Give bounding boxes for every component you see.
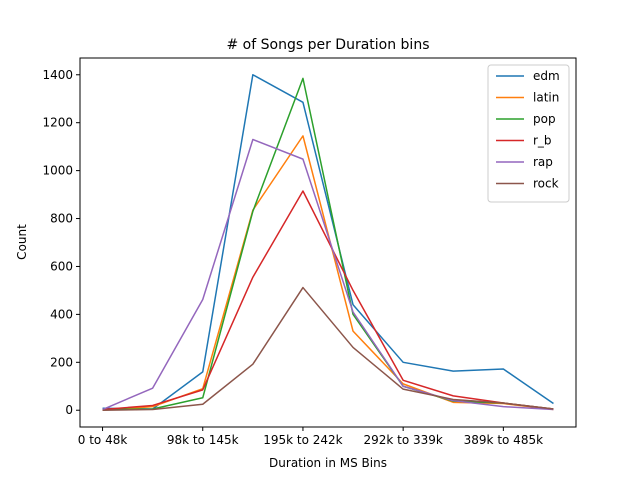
series-line-r_b — [102, 190, 554, 411]
legend-label-latin: latin — [533, 91, 559, 105]
x-tick-label: 98k to 145k — [167, 433, 239, 447]
series-line-rap — [102, 138, 554, 411]
y-tick-label: 200 — [50, 355, 73, 369]
legend-label-pop: pop — [533, 112, 556, 126]
y-tick-label: 1000 — [42, 164, 73, 178]
plot-area — [102, 74, 554, 411]
legend-label-edm: edm — [533, 69, 560, 83]
chart-title: # of Songs per Duration bins — [227, 37, 430, 53]
x-tick-label: 0 to 48k — [78, 433, 128, 447]
x-axis: 0 to 48k 98k to 145k 195k to 242k 292k to 3… — [78, 427, 543, 447]
y-tick-label: 600 — [50, 259, 73, 273]
legend-label-r_b: r_b — [533, 134, 552, 148]
x-tick-label: 389k to 485k — [464, 433, 543, 447]
y-tick-label: 800 — [50, 212, 73, 226]
y-tick-label: 1200 — [42, 116, 73, 130]
series-line-edm — [102, 74, 554, 410]
y-axis-label: Count — [15, 224, 29, 260]
y-axis: 0 200 400 600 800 1000 1200 1400 — [42, 68, 80, 417]
legend-label-rock: rock — [533, 177, 559, 191]
y-tick-label: 400 — [50, 307, 73, 321]
plot-frame — [79, 57, 577, 428]
x-tick-label: 292k to 339k — [363, 433, 442, 447]
x-tick-label: 195k to 242k — [263, 433, 342, 447]
y-tick-label: 0 — [65, 403, 73, 417]
y-tick-label: 1400 — [42, 68, 73, 82]
legend-label-rap: rap — [533, 155, 553, 169]
series-line-pop — [102, 77, 554, 411]
x-axis-label: Duration in MS Bins — [269, 456, 387, 470]
series-line-rock — [102, 286, 554, 411]
legend-box — [487, 64, 570, 203]
